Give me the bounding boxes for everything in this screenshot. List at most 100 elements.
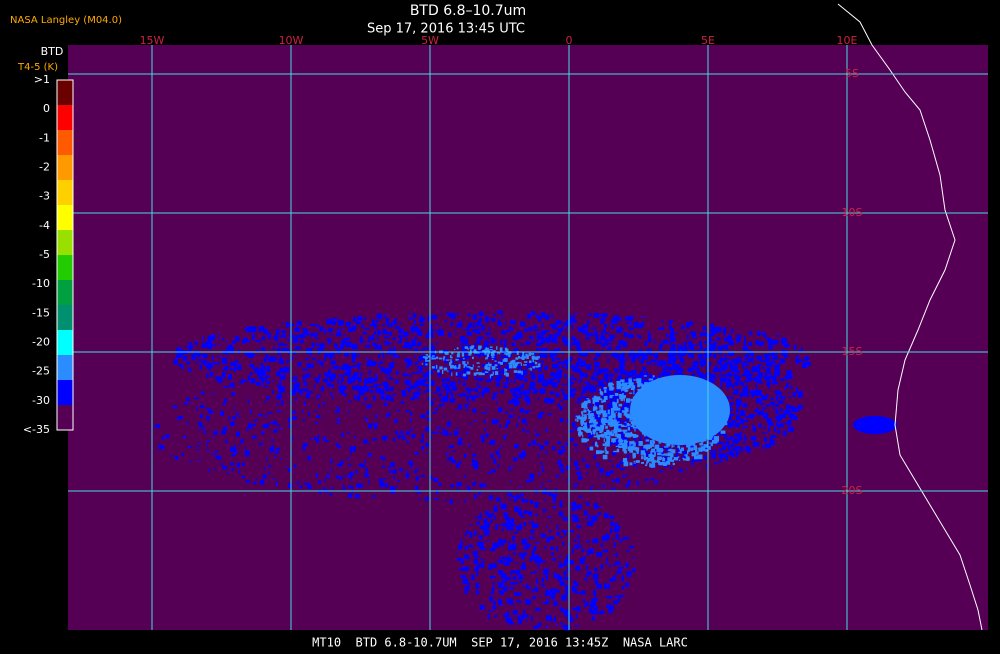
cloud-pixel [507, 405, 509, 407]
cloud-pixel [626, 550, 630, 552]
legend-label: -25 [32, 365, 50, 378]
cloud-pixel [544, 568, 550, 572]
cloud-pixel [549, 536, 555, 540]
cloud-pixel [331, 361, 333, 366]
cloud-pixel [494, 515, 496, 520]
cloud-pixel [658, 448, 662, 452]
cloud-pixel [338, 389, 343, 393]
cloud-pixel [662, 401, 665, 404]
cloud-pixel [603, 328, 606, 333]
cloud-pixel [555, 332, 561, 336]
cloud-pixel [709, 432, 713, 434]
cloud-pixel [423, 347, 429, 350]
cloud-pixel [661, 416, 664, 420]
cloud-pixel [485, 371, 487, 373]
cloud-pixel [634, 411, 638, 416]
cloud-pixel [405, 431, 410, 435]
cloud-pixel [520, 515, 525, 518]
cloud-pixel [425, 442, 429, 447]
cloud-pixel [443, 415, 445, 418]
cloud-pixel [676, 414, 682, 419]
cloud-pixel [674, 372, 676, 376]
cloud-pixel [417, 341, 422, 346]
cloud-pixel [615, 411, 618, 413]
cloud-pixel [514, 506, 519, 512]
cloud-pixel [236, 432, 238, 437]
cloud-pixel [558, 511, 563, 517]
cloud-pixel [671, 343, 676, 348]
cloud-pixel [569, 390, 572, 393]
cloud-pixel [455, 372, 458, 376]
cloud-pixel [219, 344, 221, 347]
cloud-pixel [579, 352, 585, 356]
cloud-pixel [539, 462, 543, 465]
cloud-pixel [764, 443, 771, 449]
cloud-pixel [294, 346, 296, 348]
cloud-pixel [725, 456, 729, 461]
cloud-pixel [442, 370, 444, 374]
cloud-pixel [564, 359, 570, 365]
cloud-pixel [410, 428, 413, 432]
cloud-pixel [500, 354, 502, 356]
cloud-pixel [728, 438, 733, 441]
cloud-pixel [616, 424, 621, 431]
cloud-pixel [718, 453, 723, 458]
cloud-pixel [757, 377, 762, 384]
cloud-pixel [358, 386, 363, 392]
cloud-pixel [484, 388, 490, 393]
cloud-pixel [527, 402, 531, 404]
cloud-pixel [541, 577, 545, 583]
cloud-pixel [283, 366, 290, 373]
cloud-pixel [331, 467, 333, 473]
cloud-pixel [632, 392, 638, 395]
cloud-pixel [648, 444, 652, 448]
cloud-pixel [317, 434, 320, 439]
cloud-pixel [598, 412, 600, 414]
cloud-pixel [426, 360, 431, 362]
cloud-pixel [624, 407, 627, 410]
cloud-pixel [555, 488, 557, 493]
cloud-pixel [421, 363, 424, 365]
cloud-pixel [223, 426, 228, 431]
cloud-pixel [559, 418, 564, 423]
cloud-pixel [483, 371, 489, 376]
cloud-pixel [688, 398, 692, 403]
cloud-pixel [396, 409, 400, 412]
cloud-pixel [595, 401, 600, 407]
cloud-pixel [623, 370, 627, 376]
cloud-pixel [739, 381, 742, 383]
cloud-pixel [347, 457, 350, 461]
cloud-pixel [744, 438, 747, 441]
cloud-pixel [643, 452, 646, 458]
cloud-pixel [533, 523, 539, 528]
cloud-pixel [611, 451, 617, 456]
cloud-pixel [233, 453, 236, 456]
cloud-pixel [737, 375, 741, 380]
cloud-pixel [679, 405, 681, 410]
cloud-pixel [736, 415, 741, 421]
cloud-pixel [504, 516, 511, 520]
cloud-pixel [252, 336, 255, 341]
cloud-pixel [234, 444, 237, 449]
cloud-pixel [443, 430, 448, 436]
cloud-pixel [632, 382, 634, 387]
cloud-pixel [633, 323, 638, 328]
cloud-pixel [579, 363, 584, 365]
cloud-pixel [508, 587, 514, 590]
cloud-pixel [583, 407, 588, 409]
cloud-pixel [506, 598, 512, 604]
cloud-pixel [590, 410, 595, 414]
cloud-pixel [471, 388, 476, 392]
cloud-pixel [621, 386, 626, 391]
cloud-pixel [408, 344, 413, 350]
cloud-pixel [743, 437, 746, 440]
cloud-pixel [593, 591, 597, 598]
cloud-pixel [753, 357, 755, 361]
cloud-pixel [541, 353, 548, 358]
cloud-pixel [618, 394, 623, 396]
cloud-pixel [643, 444, 648, 449]
cloud-pixel [657, 377, 659, 381]
cloud-pixel [604, 340, 608, 346]
cloud-pixel [692, 344, 698, 346]
cloud-pixel [659, 462, 664, 466]
